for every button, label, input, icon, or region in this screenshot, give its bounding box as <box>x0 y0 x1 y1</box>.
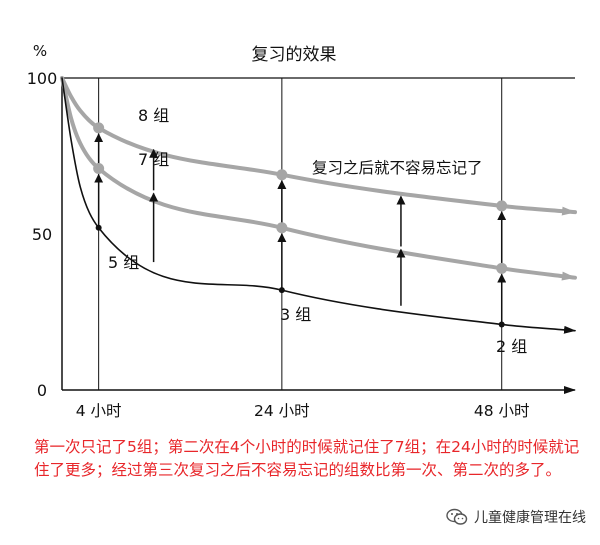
axes <box>61 78 576 394</box>
curve-7-groups <box>60 76 577 281</box>
tick-labels: 0 50 100 4 小时 24 小时 48 小时 <box>27 69 530 420</box>
chart-title: 复习的效果 <box>252 45 337 65</box>
label-3-groups: 3 组 <box>280 305 311 324</box>
marker-7-1 <box>276 222 288 234</box>
label-8-groups: 8 组 <box>138 106 169 125</box>
markers <box>93 122 508 328</box>
curve-5-groups <box>61 77 576 334</box>
marker-8-1 <box>276 169 288 181</box>
marker-5-1 <box>278 287 285 294</box>
marker-5-2 <box>498 321 505 328</box>
watermark: 儿童健康管理在线 <box>446 507 586 527</box>
x-tick-2: 48 小时 <box>474 402 530 420</box>
watermark-text: 儿童健康管理在线 <box>474 510 586 526</box>
label-2-groups: 2 组 <box>496 337 527 356</box>
y-tick-0: 0 <box>37 381 47 400</box>
label-7-groups: 7 组 <box>138 150 169 169</box>
marker-7-0 <box>93 162 105 174</box>
label-5-groups: 5 组 <box>108 253 139 272</box>
review-arrows <box>94 133 507 325</box>
marker-8-0 <box>93 122 105 134</box>
marker-7-2 <box>496 262 508 274</box>
x-tick-1: 24 小时 <box>254 402 310 420</box>
wechat-icon <box>446 508 468 525</box>
marker-8-2 <box>496 200 508 212</box>
y-tick-100: 100 <box>27 69 58 88</box>
x-tick-0: 4 小时 <box>76 402 122 420</box>
point-labels: 8 组 7 组 5 组 3 组 2 组 复习之后就不容易忘记了 <box>108 106 527 356</box>
marker-5-0 <box>95 224 102 231</box>
caption-text: 第一次只记了5组；第二次在4个小时的时候就记住了7组；在24小时的时候就记住了更… <box>34 438 580 479</box>
y-unit-label: % <box>33 42 47 60</box>
retention-chart: 复习的效果 % 0 50 100 4 小时 24 小时 48 小时 8 组 7 组 5 组… <box>27 42 577 420</box>
annotation-text: 复习之后就不容易忘记了 <box>312 159 483 177</box>
y-tick-50: 50 <box>32 225 52 244</box>
curve-8-groups <box>60 76 577 216</box>
